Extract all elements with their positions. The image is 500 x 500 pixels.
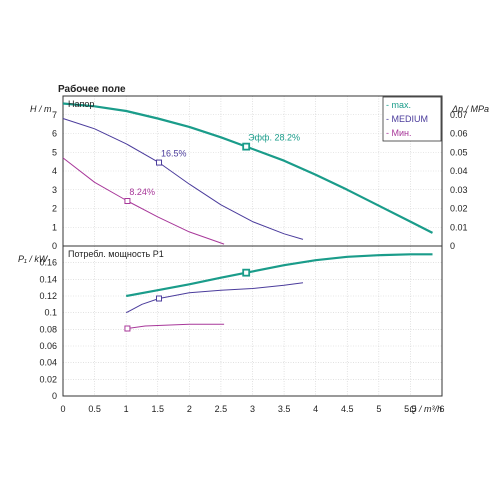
power-y-axis-label: P₁ / kW bbox=[18, 254, 49, 264]
x-tick-label: 4 bbox=[313, 404, 318, 414]
x-tick-label: 2 bbox=[187, 404, 192, 414]
head-y-tick-label: 6 bbox=[52, 129, 57, 139]
head-y-tick-label: 4 bbox=[52, 166, 57, 176]
head-annotation-max: Эфф. 28.2% bbox=[248, 133, 300, 143]
head-y-tick-label: 1 bbox=[52, 222, 57, 232]
head-marker-medium bbox=[156, 159, 163, 166]
legend: - max. - MEDIUM - Мин. bbox=[382, 96, 442, 142]
x-tick-label: 6 bbox=[439, 404, 444, 414]
head-secondary-axis-label: Δp / MPa bbox=[451, 104, 489, 114]
x-axis-label: Q / m³/h bbox=[409, 404, 442, 414]
head-y-tick-label: 0 bbox=[52, 241, 57, 251]
head-y-tick-label: 3 bbox=[52, 185, 57, 195]
head-panel-label: Напор bbox=[68, 99, 94, 109]
power-marker-max bbox=[242, 268, 251, 277]
markers: Эфф. 28.2% 16.5% 8.24% bbox=[124, 133, 300, 332]
legend-item-medium: - MEDIUM bbox=[386, 114, 428, 124]
head-secondary-tick-label: 0.04 bbox=[450, 166, 468, 176]
head-y-tick-label: 5 bbox=[52, 147, 57, 157]
x-tick-label: 5.5 bbox=[404, 404, 417, 414]
power-y-tick-label: 0.14 bbox=[39, 274, 57, 284]
power-y-tick-label: 0 bbox=[52, 391, 57, 401]
x-tick-label: 3 bbox=[250, 404, 255, 414]
power-y-tick-label: 0.16 bbox=[39, 258, 57, 268]
x-tick-label: 0.5 bbox=[88, 404, 101, 414]
head-secondary-tick-label: 0.01 bbox=[450, 222, 468, 232]
head-y-axis-label: H / m bbox=[30, 104, 52, 114]
head-marker-max bbox=[242, 142, 251, 151]
x-tick-label: 0 bbox=[60, 404, 65, 414]
power-frame bbox=[62, 245, 443, 397]
power-y-tick-label: 0.04 bbox=[39, 358, 57, 368]
chart-title: Рабочее поле bbox=[58, 83, 126, 95]
legend-item-min: - Мин. bbox=[386, 128, 412, 138]
head-secondary-tick-label: 0.03 bbox=[450, 185, 468, 195]
head-annotation-medium: 16.5% bbox=[161, 149, 187, 159]
head-secondary-tick-label: 0 bbox=[450, 241, 455, 251]
head-y-tick-label: 7 bbox=[52, 110, 57, 120]
x-tick-label: 4.5 bbox=[341, 404, 354, 414]
power-y-tick-label: 0.12 bbox=[39, 291, 57, 301]
head-line-medium bbox=[62, 118, 304, 240]
head-annotation-min: 8.24% bbox=[129, 187, 155, 197]
x-tick-label: 1 bbox=[124, 404, 129, 414]
x-tick-label: 1.5 bbox=[151, 404, 164, 414]
legend-item-max: - max. bbox=[386, 100, 411, 110]
power-y-tick-label: 0.08 bbox=[39, 324, 57, 334]
head-line-min bbox=[62, 157, 225, 245]
power-marker-min bbox=[124, 325, 131, 332]
head-secondary-tick-label: 0.06 bbox=[450, 129, 468, 139]
head-secondary-tick-label: 0.07 bbox=[450, 110, 468, 120]
power-y-tick-label: 0.06 bbox=[39, 341, 57, 351]
plot-frames bbox=[62, 95, 443, 397]
power-y-tick-label: 0.02 bbox=[39, 374, 57, 384]
head-secondary-tick-label: 0.02 bbox=[450, 204, 468, 214]
x-tick-label: 3.5 bbox=[278, 404, 291, 414]
power-line-min bbox=[127, 323, 225, 329]
x-tick-label: 2.5 bbox=[215, 404, 228, 414]
x-tick-label: 5 bbox=[376, 404, 381, 414]
head-marker-min bbox=[124, 198, 131, 204]
head-y-tick-label: 2 bbox=[52, 204, 57, 214]
power-marker-medium bbox=[156, 295, 163, 302]
head-line-max bbox=[62, 102, 434, 234]
power-panel-label: Потребл. мощность P1 bbox=[68, 249, 164, 259]
axis-labels: 0 0.5 1 1.5 2 2.5 3 3.5 4 4.5 5 5.5 6 0 1 2 3 4 5 6 7 0 0.01 0.… bbox=[18, 104, 489, 414]
head-secondary-tick-label: 0.05 bbox=[450, 147, 468, 157]
power-y-tick-label: 0.1 bbox=[44, 308, 57, 318]
power-line-max bbox=[126, 253, 433, 298]
legend-box bbox=[382, 96, 442, 142]
power-line-medium bbox=[125, 282, 304, 314]
